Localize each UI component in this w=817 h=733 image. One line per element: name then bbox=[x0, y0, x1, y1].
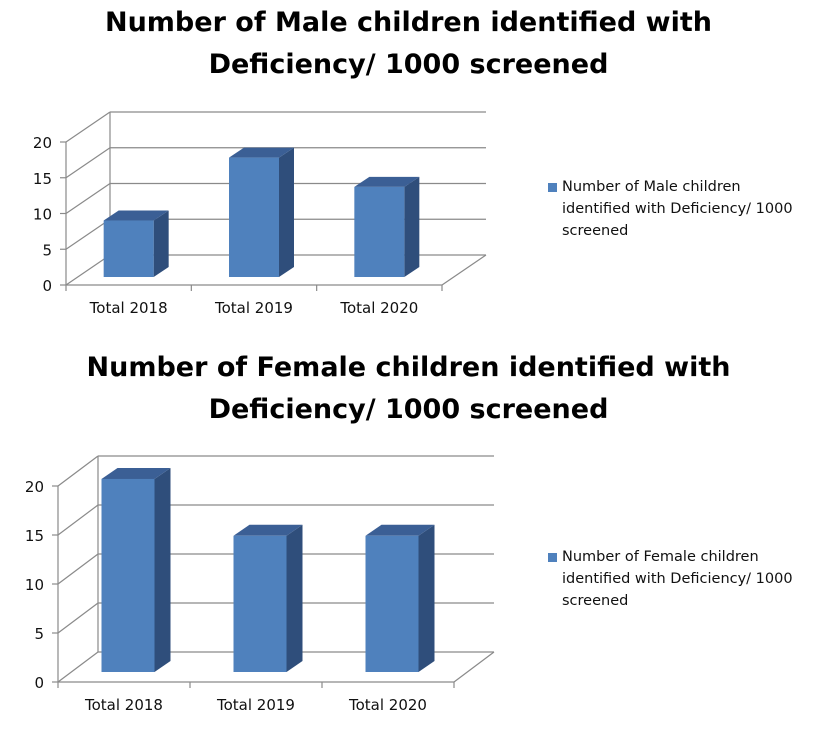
bar bbox=[229, 157, 279, 277]
bar-top bbox=[229, 147, 294, 158]
male-chart: Number of Male children identified with … bbox=[0, 0, 817, 340]
female-chart-plot: 0 5 10 15 20 Total 2018 Total 2019 Total 2020 bbox=[25, 455, 495, 714]
bar-top bbox=[354, 176, 420, 187]
wall-diagonal bbox=[57, 504, 99, 536]
chart-title-line-2: Deficiency/ 1000 screened bbox=[208, 49, 609, 80]
x-category-label: Total 2020 bbox=[348, 696, 427, 714]
y-tick-label: 0 bbox=[42, 277, 52, 295]
bar-side bbox=[279, 147, 294, 277]
wall-diagonal bbox=[65, 183, 111, 214]
wall-diagonal bbox=[57, 602, 99, 634]
wall-diagonal bbox=[65, 254, 111, 286]
bar bbox=[101, 478, 155, 672]
wall-diagonal bbox=[65, 218, 111, 250]
wall-diagonal bbox=[65, 111, 111, 143]
legend-label-line-2: identified with Deficiency/ 1000 bbox=[562, 571, 793, 587]
x-category-label: Total 2019 bbox=[216, 696, 295, 714]
chart-title-line-1: Number of Female children identified wit… bbox=[86, 352, 731, 383]
chart-title: Number of Female children identified wit… bbox=[0, 347, 817, 431]
bar bbox=[103, 220, 154, 277]
legend-label-line-2: identified with Deficiency/ 1000 bbox=[562, 201, 793, 217]
wall-diagonal bbox=[65, 147, 111, 179]
x-category-label: Total 2018 bbox=[84, 696, 163, 714]
legend-label: Number of Female children identified wit… bbox=[562, 546, 793, 612]
bar-side bbox=[286, 524, 303, 672]
female-chart: Number of Female children identified wit… bbox=[0, 345, 817, 733]
y-tick-label: 10 bbox=[25, 576, 44, 594]
chart-title-line-1: Number of Male children identified with bbox=[104, 7, 713, 38]
bar-side bbox=[154, 467, 171, 672]
wall-diagonal bbox=[57, 553, 99, 585]
x-category-label: Total 2019 bbox=[214, 299, 293, 317]
y-tick-label: 5 bbox=[42, 241, 52, 259]
x-category-label: Total 2018 bbox=[89, 299, 168, 317]
y-tick-label: 20 bbox=[33, 134, 52, 152]
legend-label-line-1: Number of Male children bbox=[562, 179, 741, 195]
x-category-label: Total 2020 bbox=[339, 299, 418, 317]
bar-side bbox=[153, 210, 169, 277]
male-chart-plot: 0 5 10 15 20 Total 2018 Total 2019 Total 2020 bbox=[33, 111, 487, 317]
wall-diagonal bbox=[57, 455, 99, 487]
chart-legend: Number of Male children identified with … bbox=[548, 176, 798, 242]
y-tick-label: 15 bbox=[25, 527, 44, 545]
bar-top bbox=[365, 524, 435, 536]
bar-top bbox=[101, 467, 171, 479]
bar-top bbox=[103, 210, 169, 221]
chart-title-line-2: Deficiency/ 1000 screened bbox=[208, 394, 609, 425]
chart-legend: Number of Female children identified wit… bbox=[548, 546, 798, 612]
bar bbox=[233, 535, 287, 672]
bar-side bbox=[418, 524, 435, 672]
legend-swatch bbox=[548, 183, 557, 192]
y-tick-label: 5 bbox=[34, 625, 44, 643]
legend-label-line-3: screened bbox=[562, 593, 629, 609]
legend-label-line-1: Number of Female children bbox=[562, 549, 759, 565]
legend-swatch bbox=[548, 553, 557, 562]
legend-label: Number of Male children identified with … bbox=[562, 176, 793, 242]
bar bbox=[354, 186, 405, 277]
bar-side bbox=[404, 176, 420, 277]
wall-diagonal bbox=[57, 651, 99, 683]
y-tick-label: 0 bbox=[34, 674, 44, 692]
bar bbox=[365, 535, 419, 672]
y-tick-label: 15 bbox=[33, 170, 52, 188]
y-tick-label: 10 bbox=[33, 206, 52, 224]
bar-top bbox=[233, 524, 303, 536]
chart-title: Number of Male children identified with … bbox=[0, 2, 817, 86]
legend-label-line-3: screened bbox=[562, 223, 629, 239]
y-tick-label: 20 bbox=[25, 478, 44, 496]
